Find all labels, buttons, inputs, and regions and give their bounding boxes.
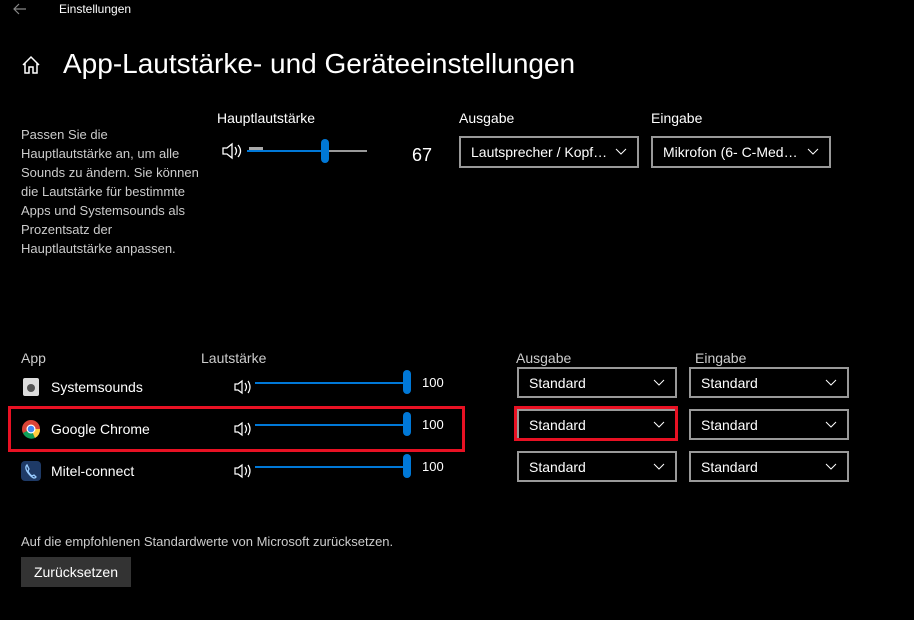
volume-slider[interactable] [255, 424, 407, 426]
input-dropdown[interactable]: Standard [689, 367, 849, 398]
speaker-icon[interactable] [233, 421, 253, 437]
volume-thumb[interactable] [403, 370, 411, 394]
app-icon [23, 378, 39, 396]
dropdown-value: Standard [529, 416, 586, 433]
output-label: Ausgabe [459, 110, 515, 126]
home-icon[interactable] [21, 55, 41, 75]
speaker-icon[interactable] [233, 463, 253, 479]
master-slider-fill [247, 150, 325, 152]
volume-slider[interactable] [255, 382, 407, 384]
output-dropdown[interactable]: Standard [517, 367, 677, 398]
description: Passen Sie die Hauptlautstärke an, um al… [21, 127, 199, 256]
app-name: Mitel-connect [51, 463, 135, 479]
app-icon [22, 420, 41, 439]
volume-thumb[interactable] [403, 454, 411, 478]
master-slider-thumb[interactable] [321, 139, 329, 163]
window-title: Einstellungen [59, 2, 132, 16]
dropdown-value: Standard [701, 458, 758, 475]
volume-thumb[interactable] [403, 412, 411, 436]
app-icon [21, 461, 41, 481]
input-label: Eingabe [651, 110, 703, 126]
column-header: Lautstärke [201, 350, 267, 366]
input-dropdown[interactable]: Standard [689, 409, 849, 440]
app-name: Systemsounds [51, 379, 143, 395]
dropdown-value: Standard [701, 374, 758, 391]
reset-text: Auf die empfohlenen Standardwerte von Mi… [21, 534, 394, 549]
input-dropdown[interactable]: Standard [689, 451, 849, 482]
dropdown-value: Lautsprecher / Kopf… [471, 144, 608, 160]
output-dropdown[interactable]: Lautsprecher / Kopf… [459, 136, 639, 168]
speaker-icon[interactable] [233, 379, 253, 395]
dropdown-value: Standard [701, 416, 758, 433]
reset-button[interactable]: Zurücksetzen [21, 557, 131, 587]
column-header: App [21, 350, 46, 366]
back-button[interactable] [12, 2, 28, 16]
column-header: Ausgabe [516, 350, 572, 366]
master-value: 67 [412, 145, 433, 165]
level-meter [249, 147, 263, 150]
input-dropdown[interactable]: Mikrofon (6- C-Med… [651, 136, 831, 168]
dropdown-value: Standard [529, 374, 586, 391]
speaker-icon[interactable] [221, 142, 243, 160]
volume-value: 100 [422, 417, 444, 432]
app-name: Google Chrome [51, 421, 150, 437]
page-title: App-Lautstärke- und Geräteeinstellungen [63, 48, 576, 79]
volume-slider[interactable] [255, 466, 407, 468]
dropdown-value: Mikrofon (6- C-Med… [663, 144, 798, 160]
volume-value: 100 [422, 459, 444, 474]
highlight-box [514, 406, 678, 441]
output-dropdown[interactable]: Standard [517, 451, 677, 482]
highlight-box [8, 406, 465, 452]
volume-value: 100 [422, 375, 444, 390]
column-header: Eingabe [695, 350, 747, 366]
dropdown-value: Standard [529, 458, 586, 475]
master-label: Hauptlautstärke [217, 110, 316, 126]
